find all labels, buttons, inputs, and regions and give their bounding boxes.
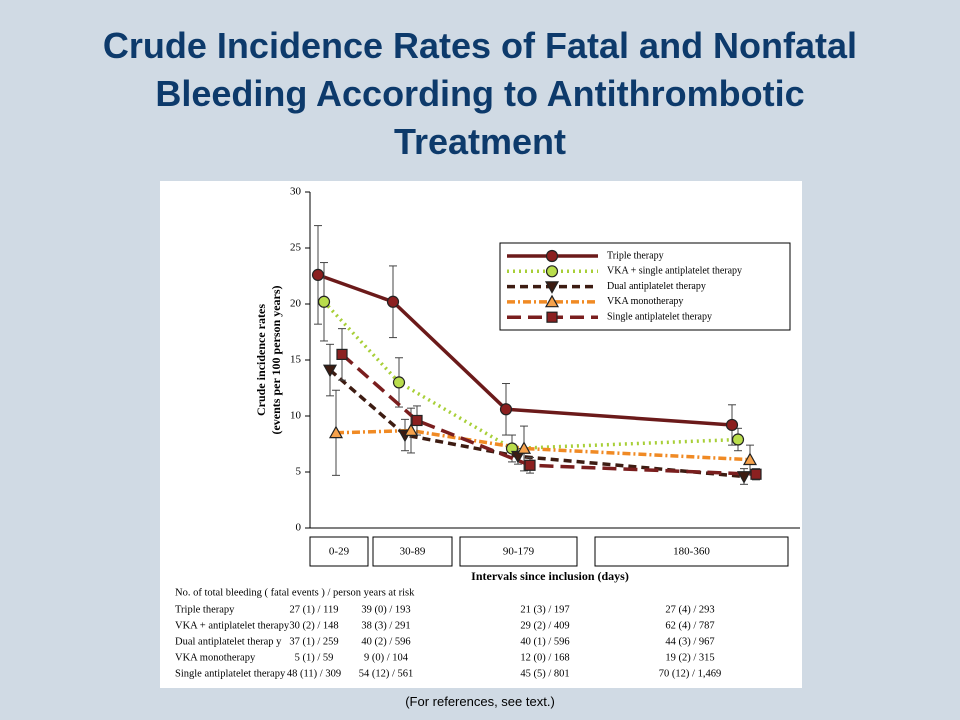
table-cell: 21 (3) / 197 <box>520 604 569 615</box>
point <box>317 295 331 308</box>
legend-label: VKA + single antiplatelet therapy <box>607 266 742 277</box>
legend-label: Triple therapy <box>607 250 664 261</box>
point <box>516 441 532 454</box>
point <box>328 425 344 439</box>
point <box>725 418 739 432</box>
point <box>411 414 423 427</box>
legend-marker <box>545 265 559 278</box>
table-cell: 39 (0) / 193 <box>361 604 410 615</box>
point <box>731 433 745 446</box>
legend-marker <box>544 281 560 294</box>
legend-marker <box>544 294 560 308</box>
point <box>750 468 762 480</box>
point <box>499 403 513 416</box>
table-cell: 29 (2) / 409 <box>520 620 569 631</box>
table-row-label: Dual antiplatelet therap y <box>175 636 282 647</box>
point <box>336 348 348 360</box>
point <box>736 471 752 484</box>
y-tick-label: 10 <box>290 410 302 422</box>
table-row-label: Triple therapy <box>175 604 235 615</box>
legend-label: Dual antiplatelet therapy <box>607 281 706 292</box>
table-cell: 48 (11) / 309 <box>287 668 341 679</box>
table-cell: 62 (4) / 787 <box>665 620 714 631</box>
y-axis-label-line: (events per 100 person years) <box>269 285 283 434</box>
category-box <box>594 536 789 567</box>
table-cell: 40 (1) / 596 <box>520 636 569 647</box>
point <box>392 376 406 389</box>
category-box <box>309 536 369 567</box>
y-tick-label: 20 <box>290 298 302 310</box>
x-tick-label: 30-89 <box>400 546 426 558</box>
x-axis-label: Intervals since inclusion (days) <box>471 569 629 583</box>
y-tick-label: 5 <box>296 466 302 478</box>
point <box>524 459 536 471</box>
series-line <box>340 353 757 476</box>
legend-marker <box>546 311 558 323</box>
table-cell: 40 (2) / 596 <box>361 636 410 647</box>
table-cell: 45 (5) / 801 <box>520 668 569 679</box>
table-cell: 27 (4) / 293 <box>665 604 714 615</box>
legend-label: Single antiplatelet therapy <box>607 311 712 322</box>
table-cell: 44 (3) / 967 <box>665 636 714 647</box>
table-row-label: VKA + antiplatelet therapy <box>175 620 290 631</box>
point <box>742 452 758 466</box>
table-cell: 12 (0) / 168 <box>520 652 569 663</box>
slide-title: Crude Incidence Rates of Fatal and Nonfa… <box>102 25 858 162</box>
y-axis-label: Crude incidence rates(events per 100 per… <box>254 285 283 434</box>
table-cell: 54 (12) / 561 <box>359 668 414 679</box>
legend-label: VKA monotherapy <box>607 296 683 307</box>
footnote: (For references, see text.) <box>405 694 555 709</box>
y-tick-label: 15 <box>290 354 302 366</box>
point <box>322 364 338 378</box>
series-line <box>317 273 733 427</box>
category-box <box>459 536 578 567</box>
y-axis-label-line: Crude incidence rates <box>254 304 268 416</box>
table-cell: 38 (3) / 291 <box>361 620 410 631</box>
y-tick-label: 30 <box>290 186 302 198</box>
table-row-label: VKA monotherapy <box>175 652 256 663</box>
x-tick-label: 180-360 <box>673 546 710 558</box>
x-tick-label: 90-179 <box>503 546 535 558</box>
table-cell: 27 (1) / 119 <box>290 604 339 615</box>
table-cell: 70 (12) / 1,469 <box>659 668 721 679</box>
point <box>311 268 325 281</box>
table-cell: 19 (2) / 315 <box>665 652 714 663</box>
table-cell: 30 (2) / 148 <box>289 620 338 631</box>
series-line <box>328 368 745 479</box>
point <box>403 423 419 436</box>
y-tick-label: 0 <box>296 522 302 534</box>
table-cell: 5 (1) / 59 <box>295 652 334 663</box>
point <box>510 450 526 464</box>
table-cell: 9 (0) / 104 <box>364 652 409 663</box>
category-box <box>372 536 453 567</box>
y-tick-label: 25 <box>290 242 302 254</box>
series-line <box>322 300 739 451</box>
table-row-label: Single antiplatelet therapy <box>175 668 286 679</box>
table-title: No. of total bleeding ( fatal events ) /… <box>175 587 415 598</box>
x-tick-label: 0-29 <box>329 546 350 558</box>
point <box>386 295 400 308</box>
table-cell: 37 (1) / 259 <box>289 636 338 647</box>
legend-marker <box>545 249 559 263</box>
